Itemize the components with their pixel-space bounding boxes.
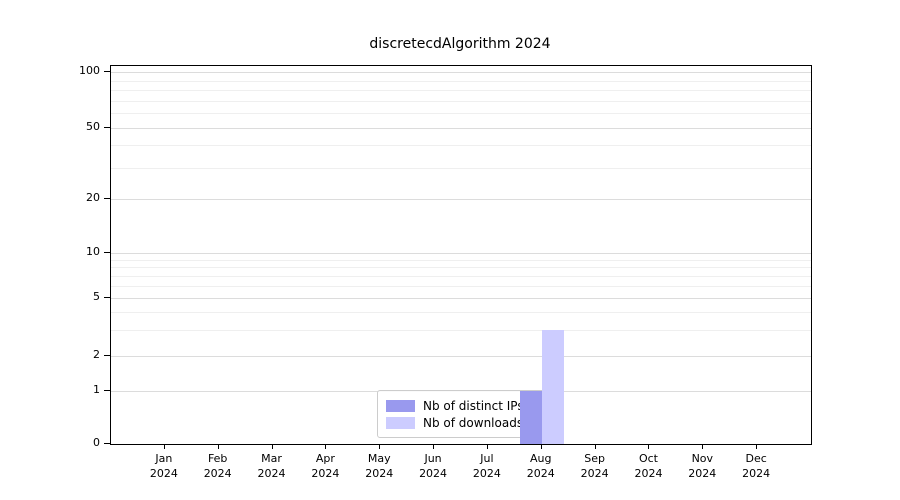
x-tick-mark bbox=[433, 445, 435, 449]
plot-area: Nb of distinct IPs Nb of downloads bbox=[110, 65, 812, 445]
y-minor-gridline bbox=[111, 286, 811, 288]
x-tick-label: Dec 2024 bbox=[742, 452, 771, 480]
y-minor-gridline bbox=[111, 113, 811, 115]
y-minor-gridline bbox=[111, 100, 811, 102]
legend-label: Nb of downloads bbox=[423, 415, 524, 430]
y-major-gridline bbox=[111, 298, 811, 299]
x-tick-mark bbox=[756, 445, 758, 449]
chart-title: discretecdAlgorithm 2024 bbox=[369, 36, 551, 52]
x-tick-label: Jun 2024 bbox=[419, 452, 448, 480]
y-tick-label: 10 bbox=[86, 245, 100, 258]
y-major-gridline bbox=[111, 356, 811, 357]
bar-nb-of-downloads bbox=[541, 330, 564, 444]
x-tick-label: Mar 2024 bbox=[257, 452, 286, 480]
y-tick-mark bbox=[104, 198, 110, 199]
y-tick-mark bbox=[104, 443, 110, 444]
y-minor-gridline bbox=[111, 259, 811, 261]
y-major-gridline bbox=[111, 253, 811, 254]
x-tick-label: Oct 2024 bbox=[634, 452, 663, 480]
bar-nb-of-distinct-ips bbox=[519, 391, 542, 444]
legend-item: Nb of distinct IPs bbox=[386, 397, 544, 414]
y-minor-gridline bbox=[111, 330, 811, 332]
x-tick-label: Sep 2024 bbox=[580, 452, 609, 480]
y-tick-label: 2 bbox=[93, 348, 100, 361]
y-minor-gridline bbox=[111, 90, 811, 92]
y-tick-mark bbox=[104, 71, 110, 72]
y-tick-mark bbox=[104, 297, 110, 298]
y-tick-label: 100 bbox=[79, 64, 100, 77]
x-tick-mark bbox=[594, 445, 596, 449]
y-minor-gridline bbox=[111, 145, 811, 147]
y-tick-label: 5 bbox=[93, 290, 100, 303]
y-minor-gridline bbox=[111, 276, 811, 278]
x-tick-label: Apr 2024 bbox=[311, 452, 340, 480]
y-minor-gridline bbox=[111, 267, 811, 269]
x-tick-mark bbox=[486, 445, 488, 449]
x-tick-mark bbox=[540, 445, 542, 449]
x-tick-mark bbox=[702, 445, 704, 449]
legend-swatch-nb-of-distinct-ips bbox=[386, 399, 415, 412]
y-tick-label: 1 bbox=[93, 383, 100, 396]
x-tick-mark bbox=[648, 445, 650, 449]
x-tick-mark bbox=[163, 445, 165, 449]
y-tick-label: 0 bbox=[93, 436, 100, 449]
x-tick-label: Nov 2024 bbox=[688, 452, 717, 480]
x-tick-label: May 2024 bbox=[365, 452, 394, 480]
y-tick-mark bbox=[104, 252, 110, 253]
x-tick-mark bbox=[379, 445, 381, 449]
y-major-gridline bbox=[111, 199, 811, 200]
bars-layer bbox=[111, 66, 811, 444]
y-tick-label: 50 bbox=[86, 120, 100, 133]
legend-item: Nb of downloads bbox=[386, 414, 544, 431]
y-minor-gridline bbox=[111, 167, 811, 169]
y-major-gridline bbox=[111, 128, 811, 129]
y-major-gridline bbox=[111, 72, 811, 73]
legend-swatch-nb-of-downloads bbox=[386, 416, 415, 429]
y-minor-gridline bbox=[111, 80, 811, 82]
x-tick-label: Jan 2024 bbox=[149, 452, 178, 480]
x-tick-mark bbox=[217, 445, 219, 449]
legend-label: Nb of distinct IPs bbox=[423, 398, 524, 413]
y-minor-gridline bbox=[111, 312, 811, 314]
y-tick-mark bbox=[104, 390, 110, 391]
x-tick-mark bbox=[271, 445, 273, 449]
x-tick-label: Feb 2024 bbox=[203, 452, 232, 480]
y-tick-mark bbox=[104, 127, 110, 128]
x-tick-label: Jul 2024 bbox=[472, 452, 501, 480]
y-tick-label: 20 bbox=[86, 191, 100, 204]
x-tick-label: Aug 2024 bbox=[526, 452, 555, 480]
y-tick-mark bbox=[104, 355, 110, 356]
x-tick-mark bbox=[325, 445, 327, 449]
